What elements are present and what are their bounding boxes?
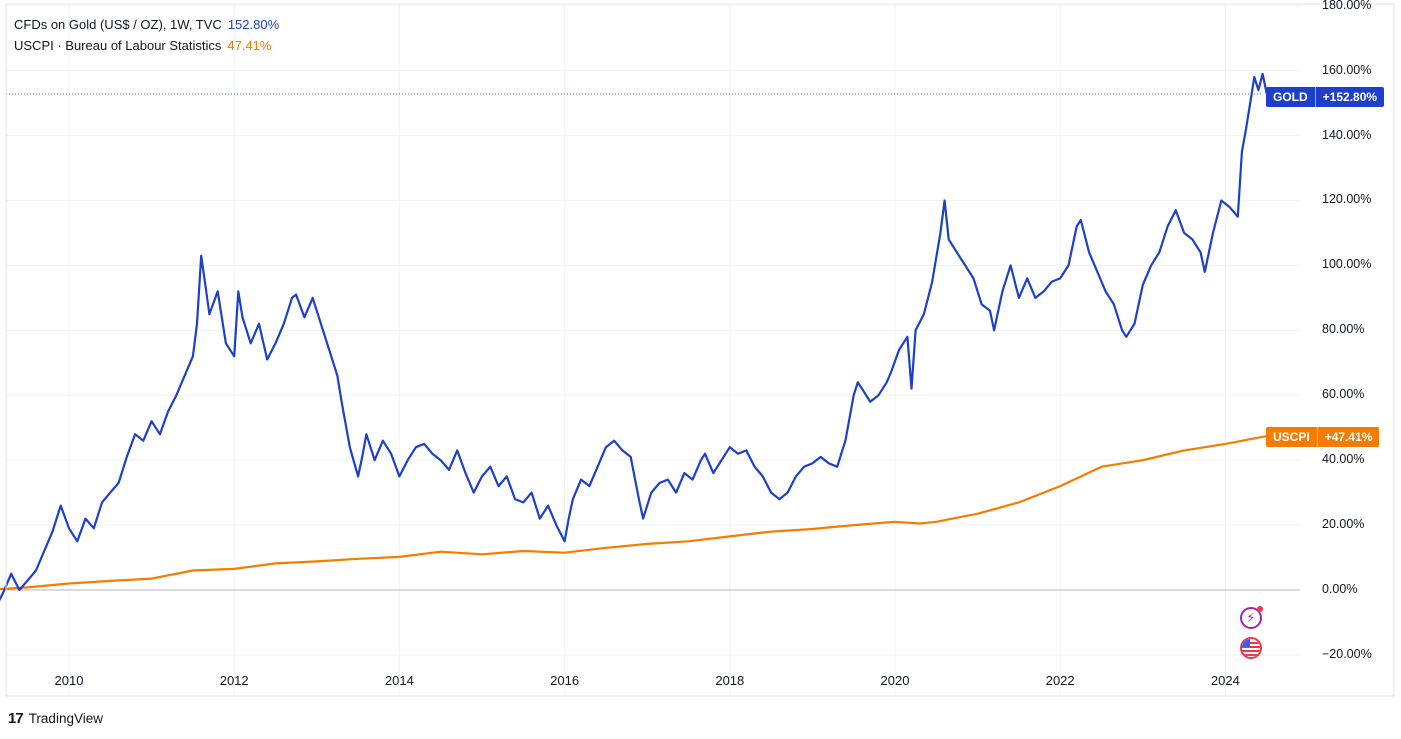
legend-cpi-label: USCPI · Bureau of Labour Statistics xyxy=(14,38,222,53)
x-tick-label: 2018 xyxy=(715,673,745,688)
legend-cpi-value: 47.41% xyxy=(227,38,272,53)
alert-dot xyxy=(1257,606,1263,612)
x-tick-label: 2022 xyxy=(1045,673,1075,688)
y-tick-label: 120.00% xyxy=(1322,192,1372,207)
brand-name: TradingView xyxy=(28,711,103,726)
x-tick-label: 2024 xyxy=(1210,673,1240,688)
legend-gold[interactable]: CFDs on Gold (US$ / OZ), 1W, TVC 152.80% xyxy=(14,14,279,35)
legend-gold-label: CFDs on Gold (US$ / OZ), 1W, TVC xyxy=(14,17,222,32)
lightning-alert-icon[interactable]: ⚡ xyxy=(1240,606,1263,629)
y-tick-label: 160.00% xyxy=(1322,62,1372,77)
y-tick-label: 180.00% xyxy=(1322,0,1372,12)
series-layer xyxy=(0,72,1274,610)
grid xyxy=(6,4,1300,696)
y-tick-label: 140.00% xyxy=(1322,127,1372,142)
us-flag-icon[interactable] xyxy=(1240,637,1262,659)
y-tick-label: 60.00% xyxy=(1322,387,1365,402)
x-tick-label: 2012 xyxy=(219,673,249,688)
cpi-tag-value: +47.41% xyxy=(1324,430,1373,444)
lightning-glyph: ⚡ xyxy=(1246,610,1256,625)
gold-tag-value: +152.80% xyxy=(1322,90,1378,104)
x-tick-label: 2010 xyxy=(54,673,84,688)
y-tick-label: 80.00% xyxy=(1322,322,1365,337)
tag-separator xyxy=(1314,87,1316,107)
x-tick-label: 2016 xyxy=(550,673,580,688)
y-tick-label: −20.00% xyxy=(1322,646,1372,661)
legend-gold-value: 152.80% xyxy=(227,17,280,32)
legend-cpi[interactable]: USCPI · Bureau of Labour Statistics 47.41… xyxy=(14,35,279,56)
y-tick-label: 20.00% xyxy=(1322,517,1365,532)
tradingview-brand[interactable]: 17 TradingView xyxy=(8,710,103,727)
plot-border xyxy=(5,3,1395,697)
y-tick-label: 40.00% xyxy=(1322,452,1365,467)
series-line-uscpi[interactable] xyxy=(0,435,1267,591)
y-tick-label: 100.00% xyxy=(1322,257,1372,272)
legend: CFDs on Gold (US$ / OZ), 1W, TVC 152.80% … xyxy=(14,14,279,56)
series-line-gold[interactable] xyxy=(0,72,1271,610)
flag-graphic xyxy=(1242,639,1260,657)
gold-tag-symbol: GOLD xyxy=(1273,90,1308,104)
x-tick-label: 2014 xyxy=(384,673,414,688)
cpi-tag-symbol: USCPI xyxy=(1273,430,1310,444)
tag-separator xyxy=(1316,427,1318,447)
gold-price-tag: GOLD +152.80% xyxy=(1266,87,1385,107)
tradingview-logo: 17 xyxy=(8,710,24,727)
x-tick-label: 2020 xyxy=(880,673,910,688)
y-tick-label: 0.00% xyxy=(1322,582,1358,596)
cpi-price-tag: USCPI +47.41% xyxy=(1266,427,1380,447)
